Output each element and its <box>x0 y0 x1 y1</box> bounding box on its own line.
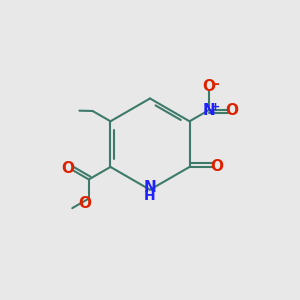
Text: O: O <box>61 161 75 176</box>
Text: O: O <box>202 80 215 94</box>
Text: N: N <box>202 103 215 118</box>
Text: O: O <box>79 196 92 211</box>
Text: H: H <box>144 189 156 203</box>
Text: -: - <box>213 77 219 91</box>
Text: O: O <box>226 103 239 118</box>
Text: N: N <box>144 180 156 195</box>
Text: +: + <box>211 102 220 112</box>
Text: O: O <box>211 159 224 174</box>
